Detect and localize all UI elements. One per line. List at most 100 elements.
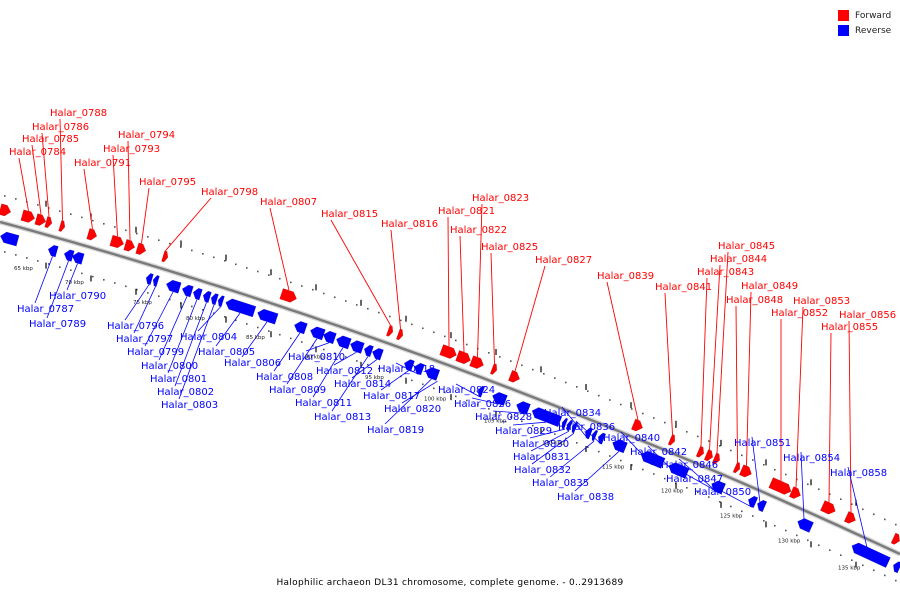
leader-line [848,320,852,513]
guide-dot [752,459,754,461]
guide-dot [818,488,820,491]
guide-dot [334,352,336,355]
guide-dot [455,339,457,342]
reverse-gene-label: Halar_0858 [830,468,887,479]
guide-dot [565,381,567,384]
leader-line [574,451,620,492]
leader-line [59,118,63,221]
forward-gene [44,216,53,229]
guide-dot [598,394,600,397]
forward-gene-label: Halar_0784 [9,147,66,158]
map-caption: Halophilic archaeon DL31 chromosome, com… [276,578,624,588]
leader-line [144,291,174,347]
guide-dot [224,316,226,318]
guide-dot [246,267,248,269]
leader-line [127,140,131,241]
gene-shape [395,328,404,341]
guide-dot [202,253,204,255]
gene-shape [413,362,425,376]
forward-gene [135,242,147,255]
reverse-gene [310,326,326,341]
guide-dot [235,319,237,322]
reverse-gene-label: Halar_0802 [157,387,214,398]
forward-gene [890,532,900,545]
forward-gene [161,250,169,263]
leader-line [700,277,708,447]
reverse-gene [435,369,441,381]
reverse-gene-label: Halar_0820 [384,404,441,415]
reverse-gene [591,429,599,442]
guide-dot [708,440,710,442]
guide-dot [763,464,765,466]
gene-shape [797,518,814,533]
forward-gene-label: Halar_0816 [381,219,438,230]
guide-dot [631,408,633,410]
guide-dot [279,277,281,280]
forward-gene [711,452,721,465]
reverse-swatch [838,25,849,36]
guide-dot [312,344,314,347]
forward-gene [0,203,12,217]
reverse-gene [336,335,352,350]
forward-gene-label: Halar_0841 [655,282,712,293]
gene-shape [371,347,384,361]
reverse-gene [225,298,257,318]
reverse-gene [566,419,574,432]
gene-shape [0,231,20,247]
leader-line [847,466,871,561]
guide-dot [169,298,171,301]
guide-dot [389,371,391,374]
gene-shape [336,335,352,350]
guide-dot [587,446,589,448]
label-leader-lines [18,118,871,561]
reverse-gene-label: Halar_0801 [150,374,207,385]
gene-shape [566,419,574,432]
leader-line [530,430,570,452]
gene-shape [165,279,182,294]
gene-shape [630,418,643,432]
reverse-gene-label: Halar_0831 [513,452,570,463]
kbp-tick-labels: 65 kbp 70 kbp 75 kbp 80 kbp 85 kbp 90 kbp 95 k… [14,266,861,572]
forward-gene-label: Halar_0852 [771,308,828,319]
kbp-tick-label: 95 kbp [365,375,384,381]
reverse-gene [757,499,768,513]
gene-shape [667,433,676,446]
reverse-gene-label: Halar_0790 [49,291,106,302]
guide-dot [521,420,523,423]
guide-dot [257,326,259,329]
leader-line [531,432,575,465]
reverse-gene-label: Halar_0803 [161,400,218,411]
reverse-gene [612,439,628,454]
reverse-gene [165,279,182,294]
reverse-gene [181,284,194,298]
guide-dot [730,449,732,452]
leader-line [286,338,318,385]
gene-shape [748,495,759,509]
guide-dot [37,260,39,262]
leader-line [330,219,391,326]
guide-dot [730,505,732,508]
reverse-gene-label: Halar_0819 [367,425,424,436]
guide-dot [48,263,50,265]
leader-line [380,370,409,391]
reverse-gene-label: Halar_0804 [180,332,237,343]
guide-dot [191,249,193,252]
guide-dot [378,311,380,314]
guide-dot [543,429,545,431]
forward-gene [820,500,836,515]
legend: Forward Reverse [838,8,891,38]
guide-dot [301,341,303,343]
forward-gene-label: Halar_0793 [103,144,160,155]
leader-line [401,380,438,404]
reverse-gene-label: Halar_0817 [363,391,420,402]
gene-shape [711,452,721,465]
leader-line [477,203,483,358]
leader-line [41,132,50,217]
leader-line [141,187,150,244]
guide-dot [37,204,39,206]
guide-dot [125,229,127,232]
reverse-gene-label: Halar_0840 [603,433,660,444]
gene-shape [668,462,690,479]
guide-dot [829,549,831,551]
guide-dot [48,207,50,209]
